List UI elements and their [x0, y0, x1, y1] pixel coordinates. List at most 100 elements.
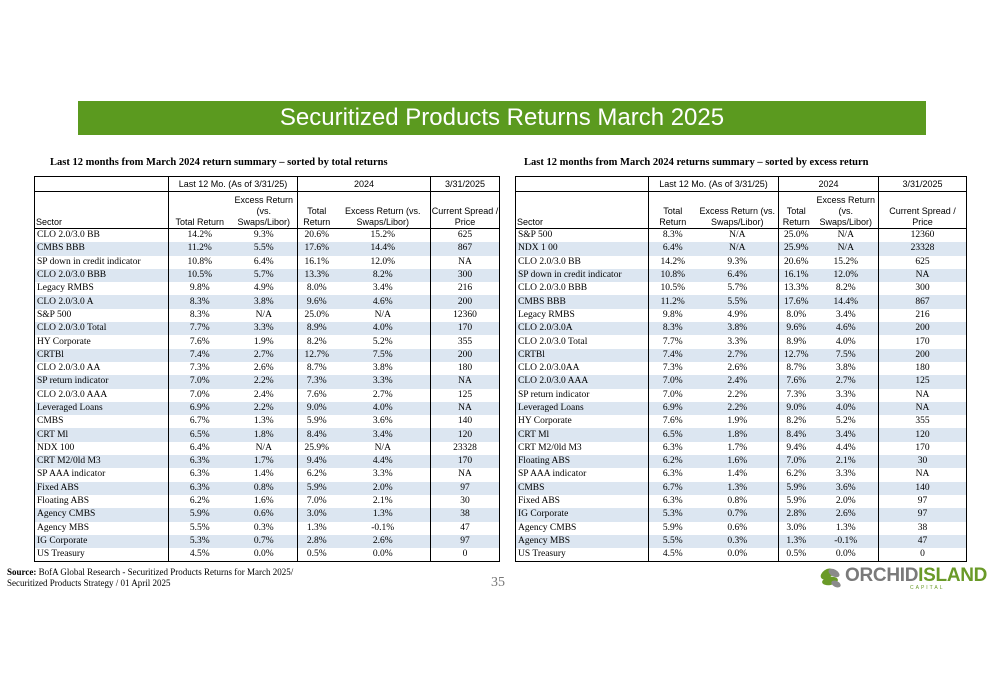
group-header-blank — [515, 176, 649, 192]
table-row: CLO 2.0/3.0 BBB 10.5% 5.7% 13.3% 8.2% 300 — [34, 268, 500, 283]
value-cell: 3.4% — [835, 309, 856, 320]
value-cell: NA — [430, 255, 500, 269]
sector-cell: Agency MBS — [515, 534, 649, 549]
table-row: Fixed ABS 6.3% 0.8% 5.9% 2.0% 97 — [515, 494, 967, 509]
logo-word-orchid: ORCHID — [845, 565, 919, 586]
value-cell: 12.7% — [297, 348, 336, 362]
left-table-caption: Last 12 months from March 2024 return su… — [50, 157, 388, 168]
table-row: Agency MBS 5.5% 0.3% 1.3% -0.1% 47 — [34, 521, 500, 535]
value-cell: 20.6% — [778, 255, 814, 269]
value-cell: N/A — [729, 230, 746, 241]
value-cell: 8.3% — [168, 308, 231, 323]
value-cell: 170 — [430, 322, 500, 336]
table-row: CRT M2/0ld M3 6.3% 1.7% 9.4% 4.4% 170 — [515, 441, 967, 456]
value-cell: 12360 — [878, 228, 967, 243]
value-cell: 3.4% — [813, 428, 879, 442]
value-cell: 7.4% — [168, 348, 231, 362]
value-cell: 2.1% — [813, 455, 879, 469]
table-row: NDX 1 00 6.4% N/A 25.9% N/A 23328 — [515, 242, 967, 256]
value-cell: 1.3% — [835, 522, 856, 533]
value-cell: 0.5% — [778, 548, 814, 563]
value-cell: 10.8% — [648, 268, 697, 283]
value-cell: 4.6% — [335, 295, 431, 309]
value-cell: 2.1% — [372, 496, 393, 507]
value-cell: 170 — [430, 455, 500, 469]
value-cell: 1.9% — [727, 416, 748, 427]
value-cell: 8.3% — [648, 322, 697, 336]
value-cell: 8.3% — [648, 228, 697, 243]
value-cell: 2.6% — [727, 363, 748, 374]
sector-cell: CRT M2/0ld M3 — [515, 441, 649, 456]
source-line-1: BofA Global Research - Securitized Produ… — [38, 567, 294, 577]
table-row: HY Corporate 7.6% 1.9% 8.2% 5.2% 355 — [34, 335, 500, 349]
value-cell: 3.3% — [335, 375, 431, 389]
value-cell: 9.6% — [297, 295, 336, 309]
sector-cell: S&P 500 — [34, 308, 169, 323]
sector-cell: Fixed ABS — [34, 481, 169, 495]
value-cell: -0.1% — [371, 522, 395, 533]
value-cell: 9.0% — [778, 401, 814, 416]
value-cell: 6.2% — [168, 494, 231, 509]
sector-cell: SP return indicator — [515, 388, 649, 402]
value-cell: 5.5% — [648, 534, 697, 549]
value-cell: 6.5% — [168, 428, 231, 442]
sector-cell: IG Corporate — [34, 534, 169, 549]
sector-cell: CLO 2.0/3.0 AA — [34, 361, 169, 376]
table-row: S&P 500 8.3% N/A 25.0% N/A 12360 — [515, 228, 967, 243]
sector-cell: SP down in credit indicator — [515, 268, 649, 283]
value-cell: 14.2% — [648, 255, 697, 269]
value-cell: 38 — [878, 521, 967, 535]
value-cell: 6.3% — [648, 494, 697, 509]
value-cell: N/A — [696, 242, 779, 256]
value-cell: 6.3% — [168, 481, 231, 495]
value-cell: 7.0% — [778, 455, 814, 469]
value-cell: 1.3% — [696, 481, 779, 495]
value-cell: NA — [878, 268, 967, 283]
returns-table-by-excess: Last 12 Mo. (As of 3/31/25) 2024 3/31/20… — [515, 176, 967, 563]
value-cell: 4.5% — [168, 548, 231, 563]
value-cell: 6.4% — [168, 441, 231, 456]
sector-cell: CRTBl — [34, 348, 169, 362]
sector-cell: Agency MBS — [34, 521, 169, 535]
value-cell: 0.7% — [696, 508, 779, 522]
sector-cell: NDX 1 00 — [515, 242, 649, 256]
value-cell: 47 — [430, 521, 500, 535]
value-cell: 200 — [878, 348, 967, 362]
column-header-sector: Sector — [34, 191, 169, 229]
value-cell: 0 — [878, 548, 967, 563]
value-cell: 17.6% — [297, 242, 336, 256]
value-cell: 355 — [430, 335, 500, 349]
value-cell: 2.8% — [297, 534, 336, 549]
value-cell: 14.2% — [168, 228, 231, 243]
table-row: Agency CMBS 5.9% 0.6% 3.0% 1.3% 38 — [515, 521, 967, 535]
value-cell: 3.8% — [230, 295, 298, 309]
value-cell: 3.3% — [372, 469, 393, 480]
value-cell: 47 — [878, 534, 967, 549]
sector-cell: Legacy RMBS — [515, 308, 649, 323]
value-cell: 867 — [878, 295, 967, 309]
sector-cell: Leveraged Loans — [515, 401, 649, 416]
value-cell: 97 — [878, 494, 967, 509]
table-row: CRT Ml 6.5% 1.8% 8.4% 3.4% 120 — [34, 428, 500, 442]
sector-cell: HY Corporate — [34, 335, 169, 349]
value-cell: 97 — [430, 534, 500, 549]
value-cell: 14.4% — [335, 242, 431, 256]
value-cell: 6.9% — [168, 401, 231, 416]
value-cell: 14.4% — [813, 295, 879, 309]
sector-cell: CLO 2.0/3.0 BBB — [515, 282, 649, 296]
value-cell: 7.6% — [168, 335, 231, 349]
sector-cell: Floating ABS — [34, 494, 169, 509]
value-cell: 5.9% — [778, 494, 814, 509]
value-cell: -0.1% — [813, 534, 879, 549]
value-cell: 13.3% — [778, 282, 814, 296]
value-cell: 1.7% — [230, 455, 298, 469]
value-cell: 867 — [430, 242, 500, 256]
value-cell: 200 — [430, 295, 500, 309]
value-cell: 8.7% — [778, 361, 814, 376]
value-cell: 9.4% — [778, 441, 814, 456]
value-cell: 38 — [430, 508, 500, 522]
value-cell: 120 — [430, 428, 500, 442]
sector-cell: Fixed ABS — [515, 494, 649, 509]
value-cell: 5.2% — [372, 336, 393, 347]
table-row: Leveraged Loans 6.9% 2.2% 9.0% 4.0% NA — [515, 401, 967, 416]
